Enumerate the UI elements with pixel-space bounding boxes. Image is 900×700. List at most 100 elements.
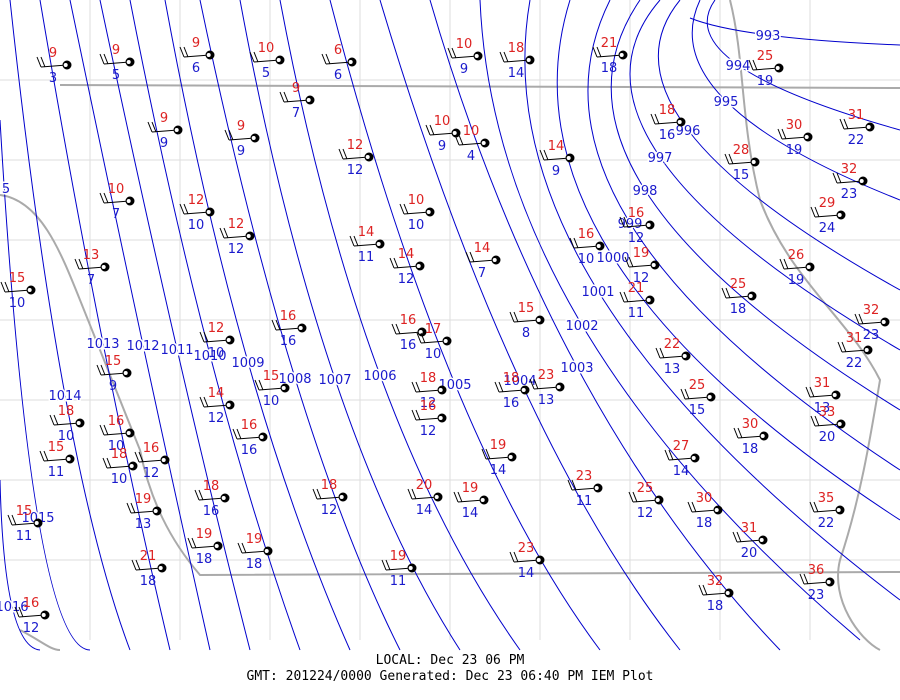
dewpoint: 7	[478, 266, 486, 281]
station: 25 15	[680, 378, 716, 418]
wind-barb-tick	[258, 379, 264, 391]
wind-barb-tick	[569, 237, 575, 249]
dewpoint: 14	[518, 566, 535, 581]
wind-barb-tick	[187, 537, 193, 549]
station: 31 22	[839, 108, 875, 148]
temperature: 10	[408, 193, 425, 208]
wind-barb-tick	[732, 531, 738, 543]
dewpoint: 14	[462, 506, 479, 521]
wind-barb-tick	[839, 118, 845, 130]
dewpoint: 7	[292, 106, 300, 121]
station-marker-inner	[365, 155, 370, 159]
dewpoint: 23	[863, 328, 880, 343]
temperature: 9	[237, 119, 245, 134]
station-marker-inner	[126, 60, 131, 64]
temperature: 16	[143, 441, 160, 456]
wind-barb-tick	[420, 332, 426, 344]
wind-barb-tick	[399, 203, 405, 215]
wind-barb-tick	[624, 256, 630, 268]
station-marker-inner	[881, 320, 886, 324]
dewpoint: 19	[757, 74, 774, 89]
station-marker-inner	[214, 544, 219, 548]
station-marker-inner	[206, 210, 211, 214]
temperature: 12	[228, 217, 245, 232]
wind-barb-tick	[503, 51, 509, 63]
temperature: 32	[863, 303, 880, 318]
temperature: 15	[9, 271, 26, 286]
isobar-label: 1012	[126, 339, 159, 354]
isobar-label: 1003	[560, 361, 593, 376]
wind-barb-tick	[777, 128, 783, 140]
isobar-label: 1006	[363, 369, 396, 384]
temperature: 14	[208, 386, 225, 401]
wind-barb-tick	[237, 542, 243, 554]
wind-barb-tick	[279, 91, 285, 103]
temperature: 15	[48, 440, 65, 455]
temperature: 30	[742, 417, 759, 432]
temperature: 9	[112, 43, 120, 58]
isobar-line	[691, 0, 900, 201]
station: 12 12	[338, 138, 374, 178]
wind-barb-tick	[725, 287, 731, 299]
dewpoint: 18	[140, 574, 157, 589]
isobar-label: 1000	[596, 251, 629, 266]
wind-barb-tick	[429, 124, 435, 136]
wind-barb-tick	[623, 291, 629, 303]
isobar-line	[610, 0, 900, 411]
wind-barb-tick	[223, 227, 229, 239]
station-marker-inner	[66, 457, 71, 461]
temperature: 33	[819, 405, 836, 420]
wind-barb-tick	[509, 311, 515, 323]
dewpoint: 7	[112, 207, 120, 222]
station-marker-inner	[481, 141, 486, 145]
temperature: 16	[578, 227, 595, 242]
dewpoint: 12	[628, 231, 645, 246]
wind-barb-tick	[271, 319, 277, 331]
temperature: 31	[741, 521, 758, 536]
station-marker-inner	[27, 288, 32, 292]
wind-barb-tick	[628, 256, 634, 268]
wind-barb-tick	[691, 501, 697, 513]
station: 10 7	[99, 182, 135, 222]
temperature: 25	[730, 277, 747, 292]
wind-barb-tick	[18, 606, 24, 618]
isobar-line	[629, 0, 900, 351]
wind-barb-tick	[453, 491, 459, 503]
temperature: 16	[400, 313, 417, 328]
wind-barb-tick	[199, 331, 205, 343]
wind-barb-tick	[654, 113, 660, 125]
dewpoint: 10	[188, 218, 205, 233]
isobar-line	[329, 0, 601, 651]
temperature: 32	[707, 574, 724, 589]
wind-barb-tick	[138, 451, 144, 463]
temperature: 25	[637, 481, 654, 496]
wind-barb-tick	[36, 56, 42, 68]
station-marker-inner	[408, 566, 413, 570]
station-marker-inner	[725, 591, 730, 595]
station: 10 9	[425, 114, 461, 154]
wind-barb-tick	[513, 311, 519, 323]
station-marker-inner	[832, 393, 837, 397]
isobar-label: 993	[756, 29, 781, 44]
station-marker-inner	[418, 330, 423, 334]
wind-barb-tick	[134, 451, 140, 463]
wind-barb-tick	[458, 134, 464, 146]
station-marker-inner	[859, 179, 864, 183]
wind-barb-tick	[228, 129, 234, 141]
dewpoint: 10	[58, 429, 75, 444]
isobar-line	[429, 0, 781, 651]
dewpoint: 10	[578, 252, 595, 267]
isobar-label: 995	[714, 95, 739, 110]
dewpoint: 11	[576, 494, 593, 509]
wind-barb-tick	[102, 457, 108, 469]
dewpoint: 9	[438, 139, 446, 154]
wind-barb-tick	[194, 489, 200, 501]
wind-barb-tick	[126, 502, 132, 514]
wind-barb-tick	[253, 51, 259, 63]
dewpoint: 12	[637, 506, 654, 521]
station-marker-inner	[63, 63, 68, 67]
